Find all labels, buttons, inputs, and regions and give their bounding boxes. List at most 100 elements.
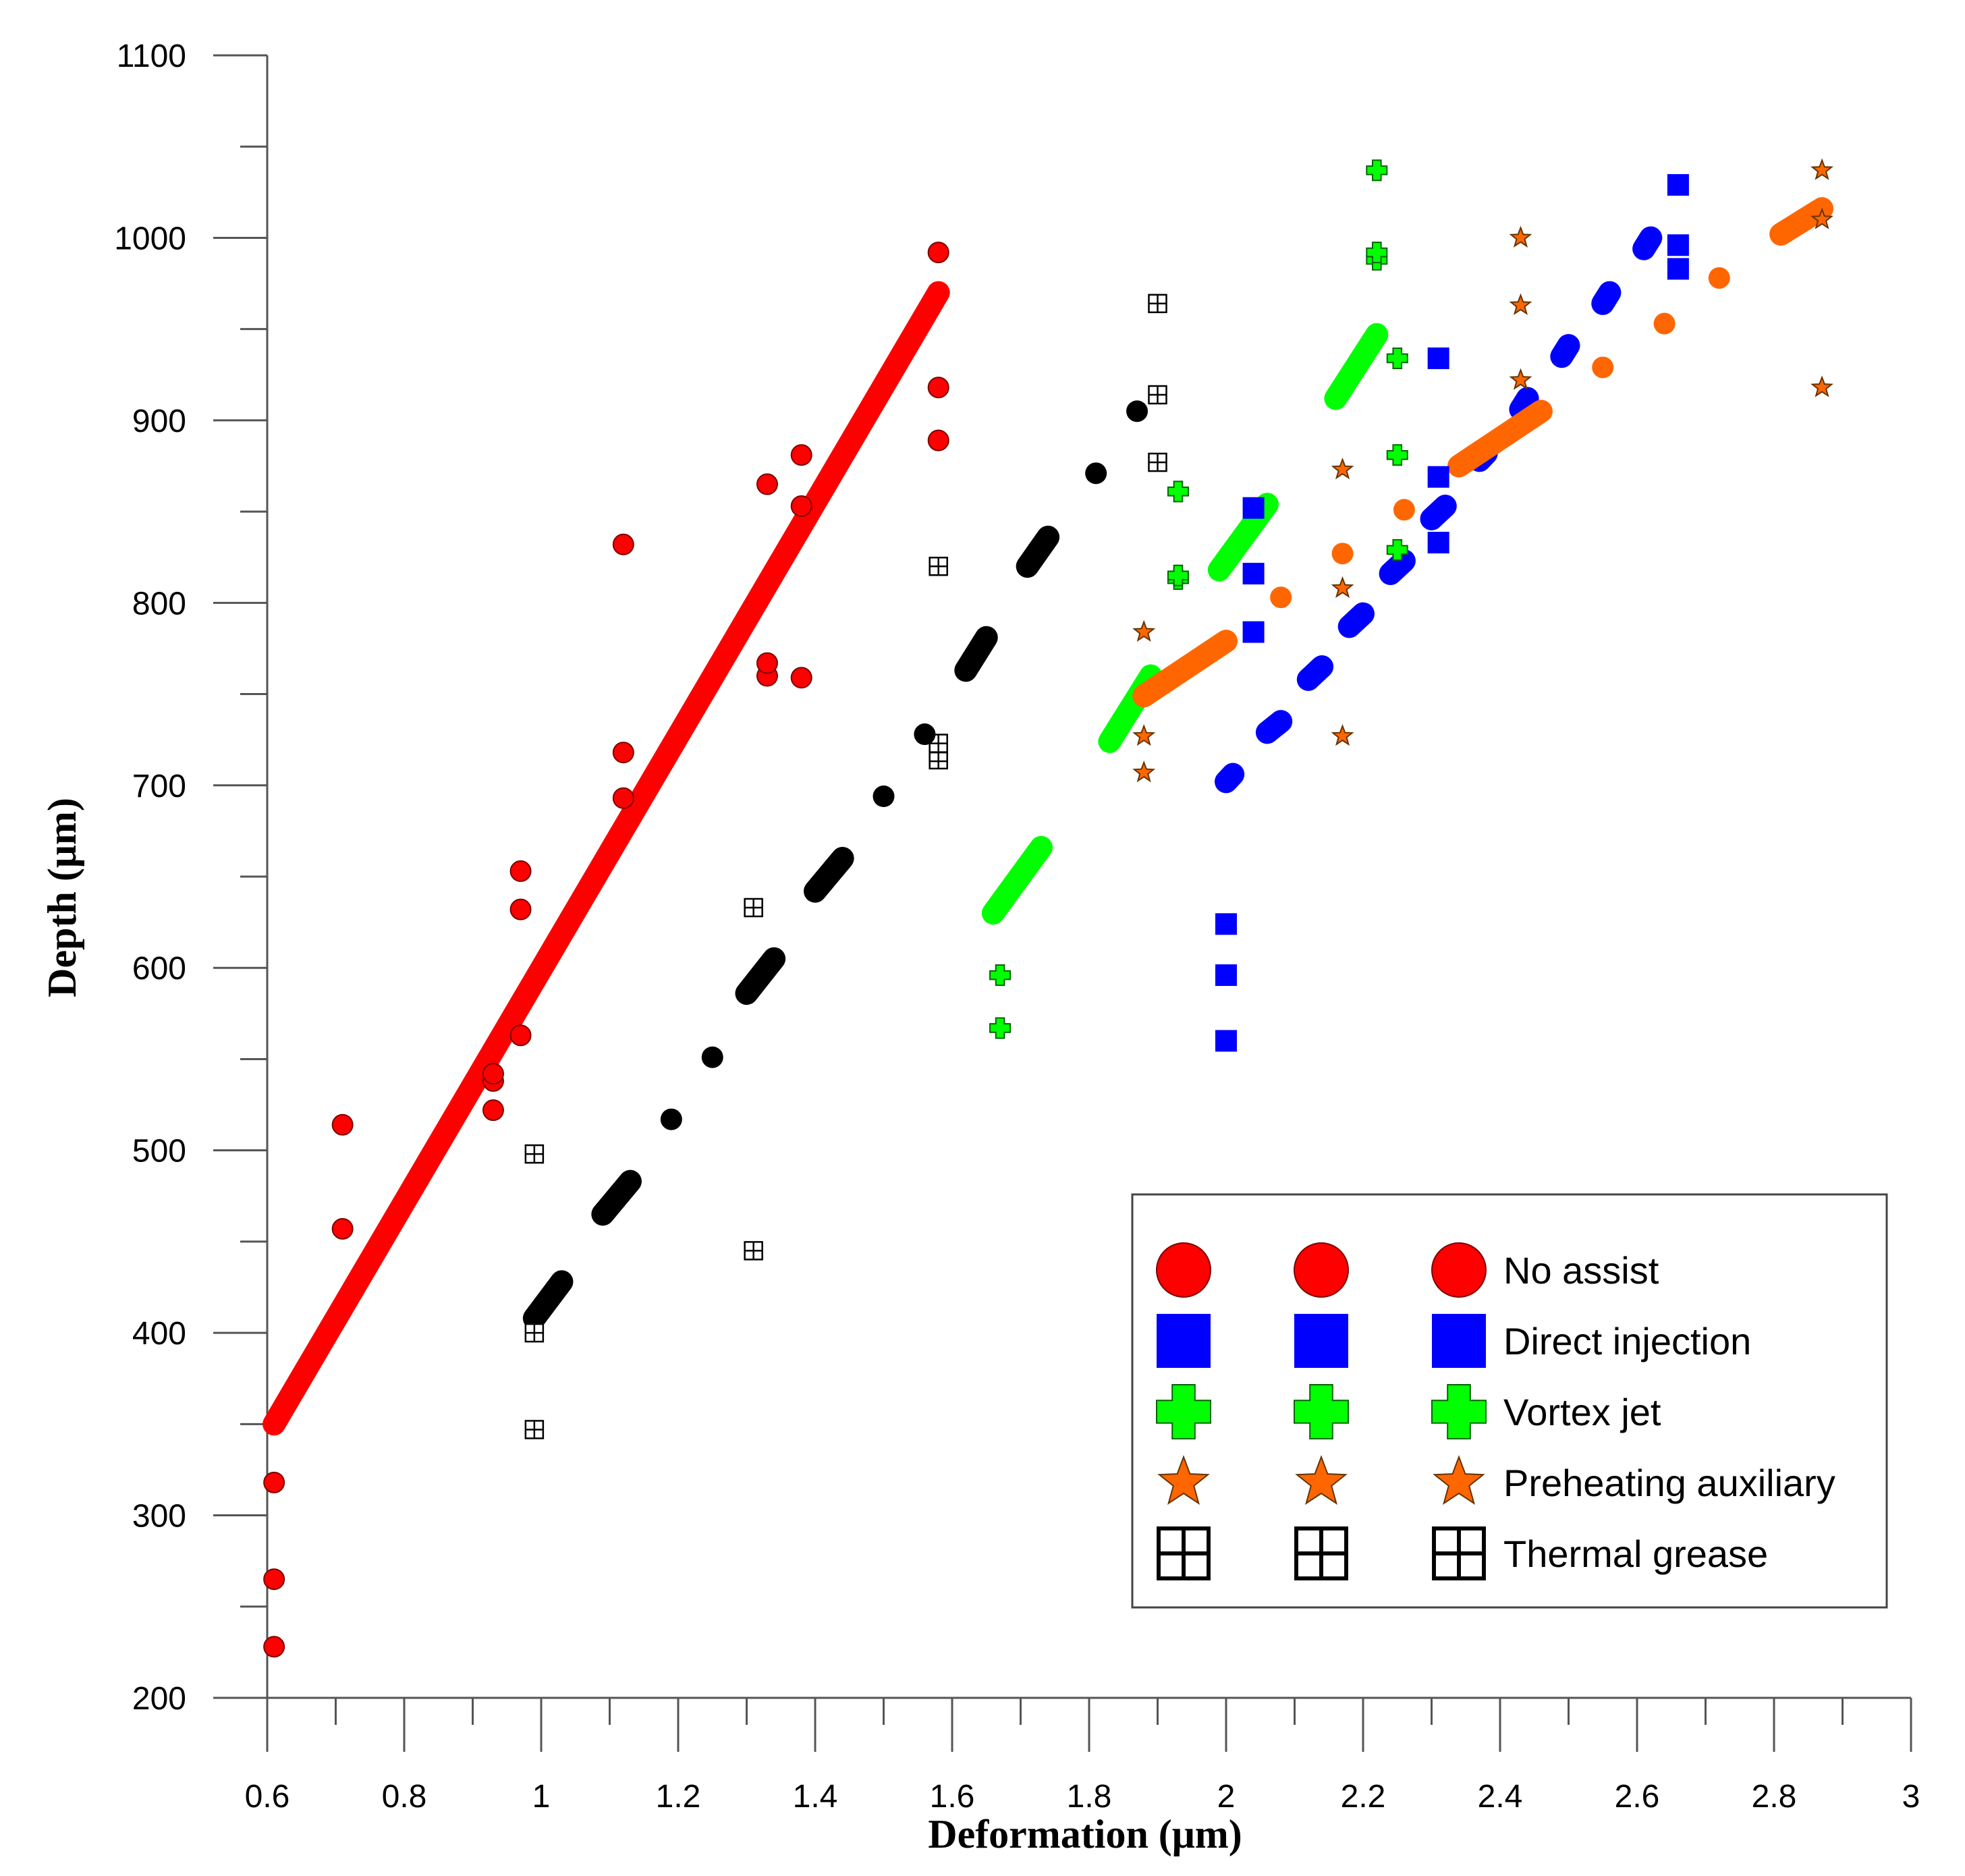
no-assist-point <box>482 1099 504 1122</box>
vortex-jet-point <box>1167 564 1189 586</box>
thermal-grease-point <box>929 556 948 576</box>
no-assist-point <box>790 495 812 517</box>
direct-injection-point <box>1667 174 1689 196</box>
direct-injection-point <box>1427 466 1449 488</box>
preheating-auxiliary-dot <box>1331 543 1354 565</box>
x-tick-label: 1.2 <box>656 1779 701 1815</box>
legend-no-assist-marker <box>1294 1242 1349 1298</box>
thermal-grease-point <box>1148 385 1167 405</box>
preheating-auxiliary-point <box>1810 375 1834 397</box>
x-tick-label: 2.6 <box>1615 1779 1660 1815</box>
preheating-auxiliary-dot <box>1653 312 1676 335</box>
preheating-auxiliary-point <box>1132 723 1156 746</box>
y-tick-label: 700 <box>132 769 186 804</box>
fit-lines <box>262 197 1834 1436</box>
legend-direct-injection-marker <box>1432 1314 1486 1368</box>
no-assist-point <box>612 742 634 764</box>
legend-vortex-jet-marker <box>1156 1384 1211 1439</box>
fit-segment <box>522 1270 574 1330</box>
x-tick-label: 1.4 <box>793 1779 838 1815</box>
thermal-grease-point <box>1148 452 1167 472</box>
fit-segment <box>1255 710 1293 744</box>
no-assist-point <box>509 898 532 920</box>
legend-direct-injection-marker <box>1157 1314 1211 1368</box>
no-assist-point <box>927 377 949 399</box>
x-axis-title: Deformation (μm) <box>928 1812 1242 1856</box>
no-assist-point <box>927 429 949 451</box>
preheating-auxiliary-point <box>1509 368 1532 390</box>
thermal-grease-point <box>1148 294 1167 314</box>
vortex-jet-point <box>1366 159 1388 182</box>
vortex-jet-point <box>1167 480 1189 503</box>
fit-segment <box>1379 549 1416 586</box>
preheating-auxiliary-point <box>1509 293 1532 315</box>
x-tick-label: 2.2 <box>1341 1779 1386 1815</box>
x-tick-label: 0.8 <box>382 1779 427 1815</box>
preheating-auxiliary-dot <box>1393 499 1415 521</box>
legend-vortex-jet-marker <box>1294 1384 1349 1439</box>
thermal-grease-point <box>524 1323 545 1343</box>
legend-no-assist-marker <box>1431 1242 1487 1298</box>
y-tick-label: 400 <box>132 1316 186 1352</box>
no-assist-point <box>756 652 778 674</box>
preheating-auxiliary-point <box>1331 723 1354 746</box>
fit-segment <box>1769 197 1834 246</box>
y-tick-label: 1000 <box>114 221 186 256</box>
vortex-jet-point <box>989 1017 1012 1039</box>
x-tick-label: 2.8 <box>1752 1779 1797 1815</box>
legend-thermal-grease-marker <box>1432 1526 1486 1580</box>
legend-label-vortex-jet: Vortex jet <box>1503 1391 1661 1433</box>
legend-label-preheating-auxiliary: Preheating auxiliary <box>1503 1462 1835 1504</box>
legend-preheating-auxiliary-marker <box>1295 1455 1348 1505</box>
preheating-auxiliary-point <box>1132 760 1156 783</box>
y-tick-label: 900 <box>132 404 186 439</box>
direct-injection-point <box>1215 1030 1237 1052</box>
no-assist-point <box>612 533 634 555</box>
x-tick-label: 1.8 <box>1067 1779 1112 1815</box>
y-axis-title: Depth (μm) <box>40 798 84 997</box>
fit-segment <box>262 281 950 1436</box>
x-tick-label: 1 <box>532 1779 551 1815</box>
direct-injection-point <box>1242 621 1265 643</box>
legend-preheating-auxiliary-marker <box>1433 1455 1485 1505</box>
legend-label-no-assist: No assist <box>1503 1249 1659 1292</box>
fit-segment <box>1591 281 1622 315</box>
legend-label-thermal-grease: Thermal grease <box>1503 1533 1768 1575</box>
no-assist-point <box>331 1217 354 1240</box>
fit-segment <box>1132 630 1238 708</box>
direct-injection-point <box>1215 913 1237 935</box>
no-assist-point <box>790 444 812 466</box>
y-tick-label: 500 <box>132 1134 186 1169</box>
y-tick-label: 1100 <box>117 38 186 74</box>
y-tick-label: 800 <box>132 586 186 622</box>
fit-segment <box>1632 226 1663 260</box>
no-assist-point <box>263 1471 285 1493</box>
preheating-auxiliary-point <box>1810 158 1834 180</box>
preheating-auxiliary-point <box>1331 576 1354 599</box>
no-assist-point <box>263 1636 285 1658</box>
thermal-grease-dot <box>660 1108 682 1130</box>
legend-box <box>1131 1193 1888 1609</box>
vortex-jet-point <box>1386 347 1408 369</box>
y-tick-label: 200 <box>132 1681 186 1717</box>
fit-segment <box>1447 399 1553 478</box>
no-assist-point <box>509 1024 532 1047</box>
no-assist-point <box>927 242 949 264</box>
fit-segment <box>1550 334 1580 368</box>
data-points <box>263 158 1834 1658</box>
no-assist-point <box>509 860 532 882</box>
fit-segment <box>1215 763 1245 794</box>
fit-segment <box>954 626 998 682</box>
fit-segment <box>1016 525 1060 578</box>
thermal-grease-point <box>524 1144 545 1164</box>
preheating-auxiliary-point <box>1810 207 1834 229</box>
x-tick-label: 2 <box>1217 1779 1236 1815</box>
fit-segment <box>804 846 854 903</box>
legend: No assist Direct injection Vortex jet Prehe… <box>1131 1193 1888 1609</box>
thermal-grease-dot <box>1126 400 1148 422</box>
direct-injection-point <box>1667 258 1689 280</box>
no-assist-point <box>331 1113 354 1136</box>
no-assist-point <box>482 1063 504 1085</box>
legend-label-direct-injection: Direct injection <box>1503 1320 1751 1362</box>
